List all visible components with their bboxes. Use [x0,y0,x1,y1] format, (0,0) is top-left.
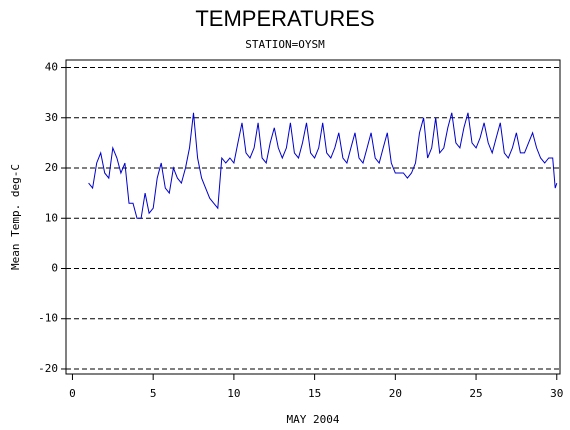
y-tick-label: 10 [45,211,58,224]
temperature-line [88,112,558,219]
chart-subtitle: STATION=OYSM [245,38,325,51]
x-tick-label: 25 [469,387,482,400]
x-tick-label: 5 [150,387,157,400]
y-tick-label: -10 [38,312,58,325]
y-axis-label: Mean Temp. deg-C [9,164,22,270]
x-tick-label: 0 [69,387,76,400]
y-tick-label: -20 [38,362,58,375]
y-tick-label: 0 [51,261,58,274]
y-tick-label: 30 [45,111,58,124]
x-tick-label: 20 [389,387,402,400]
x-tick-label: 15 [308,387,321,400]
y-tick-label: 40 [45,61,58,74]
y-tick-label: 20 [45,161,58,174]
x-tick-label: 30 [550,387,563,400]
x-axis-label: MAY 2004 [287,413,340,426]
chart-title: TEMPERATURES [195,6,374,31]
plot-frame [65,59,561,375]
x-tick-label: 10 [227,387,240,400]
